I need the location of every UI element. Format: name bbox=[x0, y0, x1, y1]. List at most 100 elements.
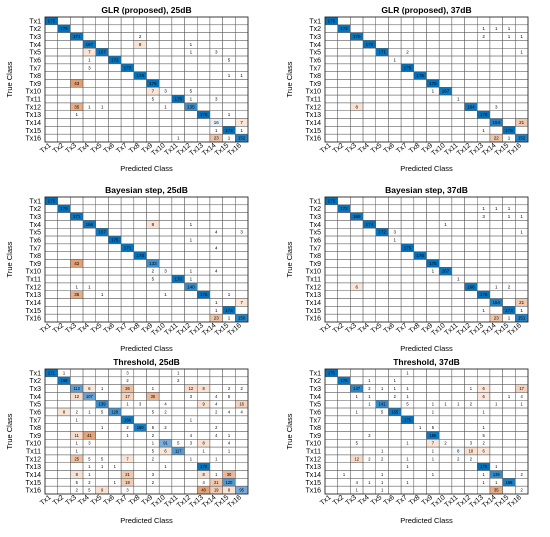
matrix-cell bbox=[57, 446, 71, 456]
matrix-cell bbox=[133, 63, 147, 72]
cell-value: 30 bbox=[227, 472, 232, 477]
matrix-cell bbox=[82, 251, 96, 260]
cell-value: 1 bbox=[101, 464, 104, 469]
x-tick-label: Tx6 bbox=[383, 494, 397, 507]
cell-value: 166 bbox=[124, 417, 132, 422]
matrix-cell bbox=[451, 407, 465, 417]
matrix-cell bbox=[209, 71, 223, 80]
matrix-cell bbox=[133, 133, 147, 143]
matrix-cell bbox=[82, 306, 96, 315]
matrix-cell bbox=[70, 118, 84, 127]
cell-value: 1 bbox=[88, 464, 91, 469]
cell-value: 7 bbox=[240, 300, 243, 305]
matrix-cell bbox=[44, 415, 58, 424]
cell-value: 1 bbox=[432, 472, 435, 477]
matrix-cell bbox=[350, 133, 364, 143]
matrix-cell bbox=[171, 415, 185, 424]
matrix-cell bbox=[146, 485, 160, 495]
matrix-cell bbox=[489, 87, 503, 96]
cell-value: 2 bbox=[228, 386, 231, 391]
matrix-cell bbox=[57, 16, 71, 26]
matrix-cell bbox=[426, 243, 440, 252]
matrix-cell bbox=[108, 485, 122, 495]
matrix-cell bbox=[108, 298, 122, 307]
matrix-cell bbox=[388, 478, 402, 487]
y-tick-label: Tx5 bbox=[29, 50, 41, 57]
matrix-cell bbox=[515, 16, 529, 26]
matrix-cell bbox=[95, 478, 109, 487]
matrix-cell bbox=[108, 384, 122, 393]
matrix-cell bbox=[362, 267, 376, 276]
matrix-cell bbox=[350, 220, 364, 229]
matrix-cell bbox=[197, 16, 211, 26]
matrix-cell bbox=[57, 118, 71, 127]
matrix-cell bbox=[197, 251, 211, 260]
matrix-cell bbox=[82, 212, 96, 221]
matrix-cell bbox=[426, 94, 440, 104]
matrix-cell bbox=[57, 48, 71, 57]
matrix-cell bbox=[108, 400, 122, 409]
matrix-cell bbox=[362, 235, 376, 245]
matrix-cell bbox=[426, 228, 440, 237]
y-axis-label: True Class bbox=[5, 413, 14, 449]
cell-value: 5 bbox=[432, 425, 435, 430]
cell-value: 1 bbox=[76, 417, 79, 422]
cell-value: 1 bbox=[482, 425, 485, 430]
matrix-cell bbox=[350, 470, 364, 479]
matrix-cell bbox=[502, 55, 516, 65]
cell-value: 112 bbox=[73, 386, 80, 391]
matrix-cell bbox=[489, 16, 503, 26]
matrix-cell bbox=[95, 32, 109, 41]
matrix-cell bbox=[324, 126, 338, 135]
matrix-cell bbox=[400, 32, 415, 41]
matrix-cell bbox=[388, 431, 402, 440]
matrix-cell bbox=[70, 298, 84, 307]
matrix-cell bbox=[171, 228, 185, 237]
matrix-cell bbox=[388, 267, 402, 276]
matrix-cell bbox=[44, 212, 58, 221]
cell-value: 2 bbox=[521, 488, 524, 493]
cell-value: 1 bbox=[508, 136, 511, 141]
cell-value: 171 bbox=[124, 245, 132, 250]
matrix-cell bbox=[171, 71, 185, 80]
matrix-cell bbox=[477, 40, 491, 49]
matrix-cell bbox=[158, 470, 173, 479]
x-tick-label: Tx4 bbox=[77, 494, 91, 507]
matrix-cell bbox=[388, 454, 402, 463]
matrix-cell bbox=[133, 407, 147, 417]
matrix-cell bbox=[133, 94, 147, 104]
matrix-cell bbox=[108, 16, 122, 26]
cell-value: 7 bbox=[240, 120, 243, 125]
y-tick-label: Tx13 bbox=[25, 292, 41, 299]
cell-value: 150 bbox=[238, 316, 246, 321]
y-tick-label: Tx7 bbox=[29, 417, 41, 424]
matrix-cell bbox=[197, 32, 211, 41]
cell-value: 3 bbox=[126, 370, 129, 375]
cell-value: 175 bbox=[328, 198, 336, 203]
matrix-cell bbox=[197, 94, 211, 104]
matrix-cell bbox=[158, 376, 173, 385]
cell-value: 1 bbox=[482, 26, 485, 31]
matrix-cell bbox=[120, 126, 135, 135]
matrix-cell bbox=[222, 415, 236, 424]
matrix-cell bbox=[489, 306, 503, 315]
y-tick-label: Tx2 bbox=[29, 26, 41, 33]
matrix-cell bbox=[324, 71, 338, 80]
matrix-cell bbox=[70, 71, 84, 80]
matrix-cell bbox=[388, 87, 402, 96]
matrix-cell bbox=[235, 454, 249, 463]
x-tick-label: Tx8 bbox=[408, 322, 422, 335]
cell-value: 1 bbox=[508, 316, 511, 321]
y-tick-label: Tx5 bbox=[309, 230, 321, 237]
matrix-cell bbox=[146, 110, 160, 119]
matrix-cell bbox=[502, 415, 516, 424]
matrix-cell bbox=[235, 392, 249, 401]
matrix-cell bbox=[171, 407, 185, 417]
matrix-cell bbox=[235, 431, 249, 440]
y-tick-label: Tx11 bbox=[306, 277, 321, 284]
matrix-cell bbox=[413, 306, 427, 315]
matrix-cell bbox=[171, 235, 185, 245]
matrix-cell bbox=[184, 407, 198, 417]
matrix-cell bbox=[158, 454, 173, 463]
matrix-cell bbox=[337, 55, 351, 65]
